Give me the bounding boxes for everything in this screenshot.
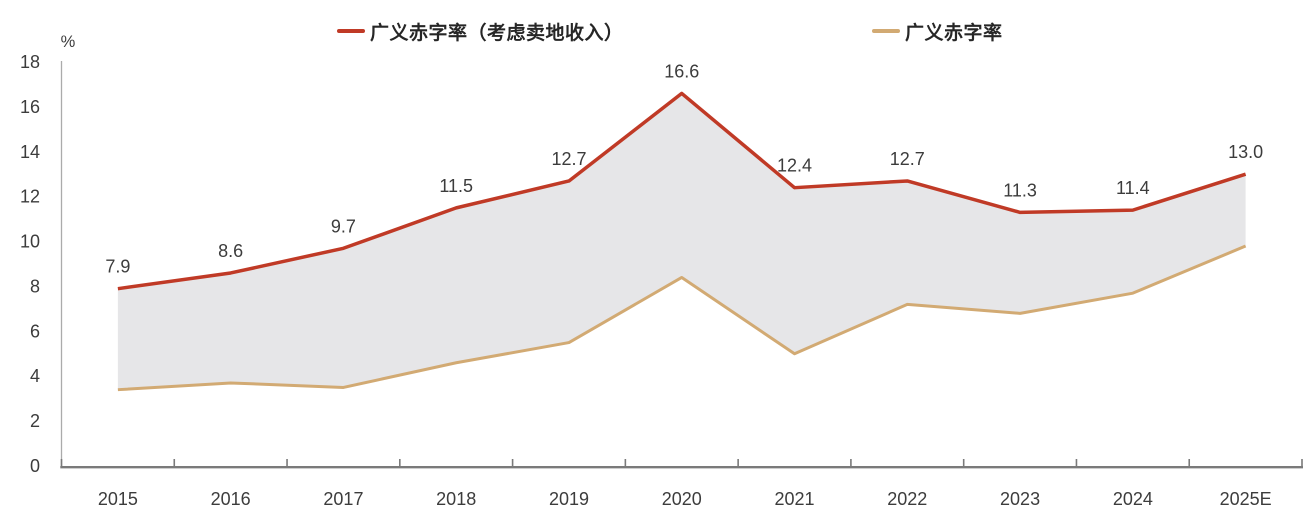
- y-axis-unit-label: %: [61, 33, 76, 51]
- data-point-label: 12.4: [777, 156, 812, 176]
- legend-item-deficit: 广义赤字率: [872, 18, 1003, 44]
- y-tick-label: 12: [20, 187, 40, 207]
- x-tick-label: 2016: [211, 489, 251, 509]
- legend-line-swatch-tan: [872, 28, 900, 34]
- x-tick-label: 2023: [1000, 489, 1040, 509]
- y-tick-label: 18: [20, 52, 40, 72]
- chart-legend: 广义赤字率（考虑卖地收入） 广义赤字率: [0, 0, 1311, 44]
- x-tick-label: 2025E: [1220, 489, 1272, 509]
- legend-label-deficit: 广义赤字率: [905, 22, 1003, 44]
- band-area: [117, 93, 1246, 390]
- series-line-deficit: [117, 244, 1247, 392]
- data-point-label: 11.4: [1116, 178, 1150, 198]
- x-tick-label: 2017: [323, 489, 363, 509]
- y-tick-label: 8: [30, 276, 40, 296]
- data-point-label: 8.6: [218, 241, 243, 261]
- x-tick-label: 2018: [436, 489, 476, 509]
- x-tick-label: 2015: [98, 489, 138, 509]
- data-point-label: 11.5: [439, 176, 473, 196]
- data-point-label: 9.7: [331, 216, 356, 236]
- y-tick-label: 6: [30, 321, 40, 341]
- legend-item-deficit-incl-land: 广义赤字率（考虑卖地收入）: [337, 18, 624, 44]
- data-point-label: 11.3: [1003, 180, 1037, 200]
- data-point-label: 12.7: [551, 149, 586, 169]
- x-tick-label: 2020: [662, 489, 702, 509]
- data-point-label: 16.6: [664, 61, 699, 81]
- y-tick-label: 16: [20, 97, 40, 117]
- y-tick-label: 0: [30, 456, 40, 476]
- legend-label-deficit-incl-land: 广义赤字率（考虑卖地收入）: [370, 22, 624, 44]
- y-tick-label: 10: [20, 232, 40, 252]
- y-tick-label: 14: [20, 142, 40, 162]
- x-tick-label: 2021: [774, 489, 814, 509]
- data-point-label: 12.7: [890, 149, 925, 169]
- y-tick-label: 2: [30, 411, 40, 431]
- data-point-label: 13.0: [1228, 142, 1263, 162]
- x-tick-label: 2022: [887, 489, 927, 509]
- x-tick-label: 2019: [549, 489, 589, 509]
- legend-line-swatch-red: [337, 28, 365, 34]
- series-line-deficit-incl-land: [117, 91, 1247, 291]
- data-point-label: 7.9: [105, 257, 130, 277]
- x-tick-label: 2024: [1113, 489, 1153, 509]
- y-tick-label: 4: [30, 366, 40, 386]
